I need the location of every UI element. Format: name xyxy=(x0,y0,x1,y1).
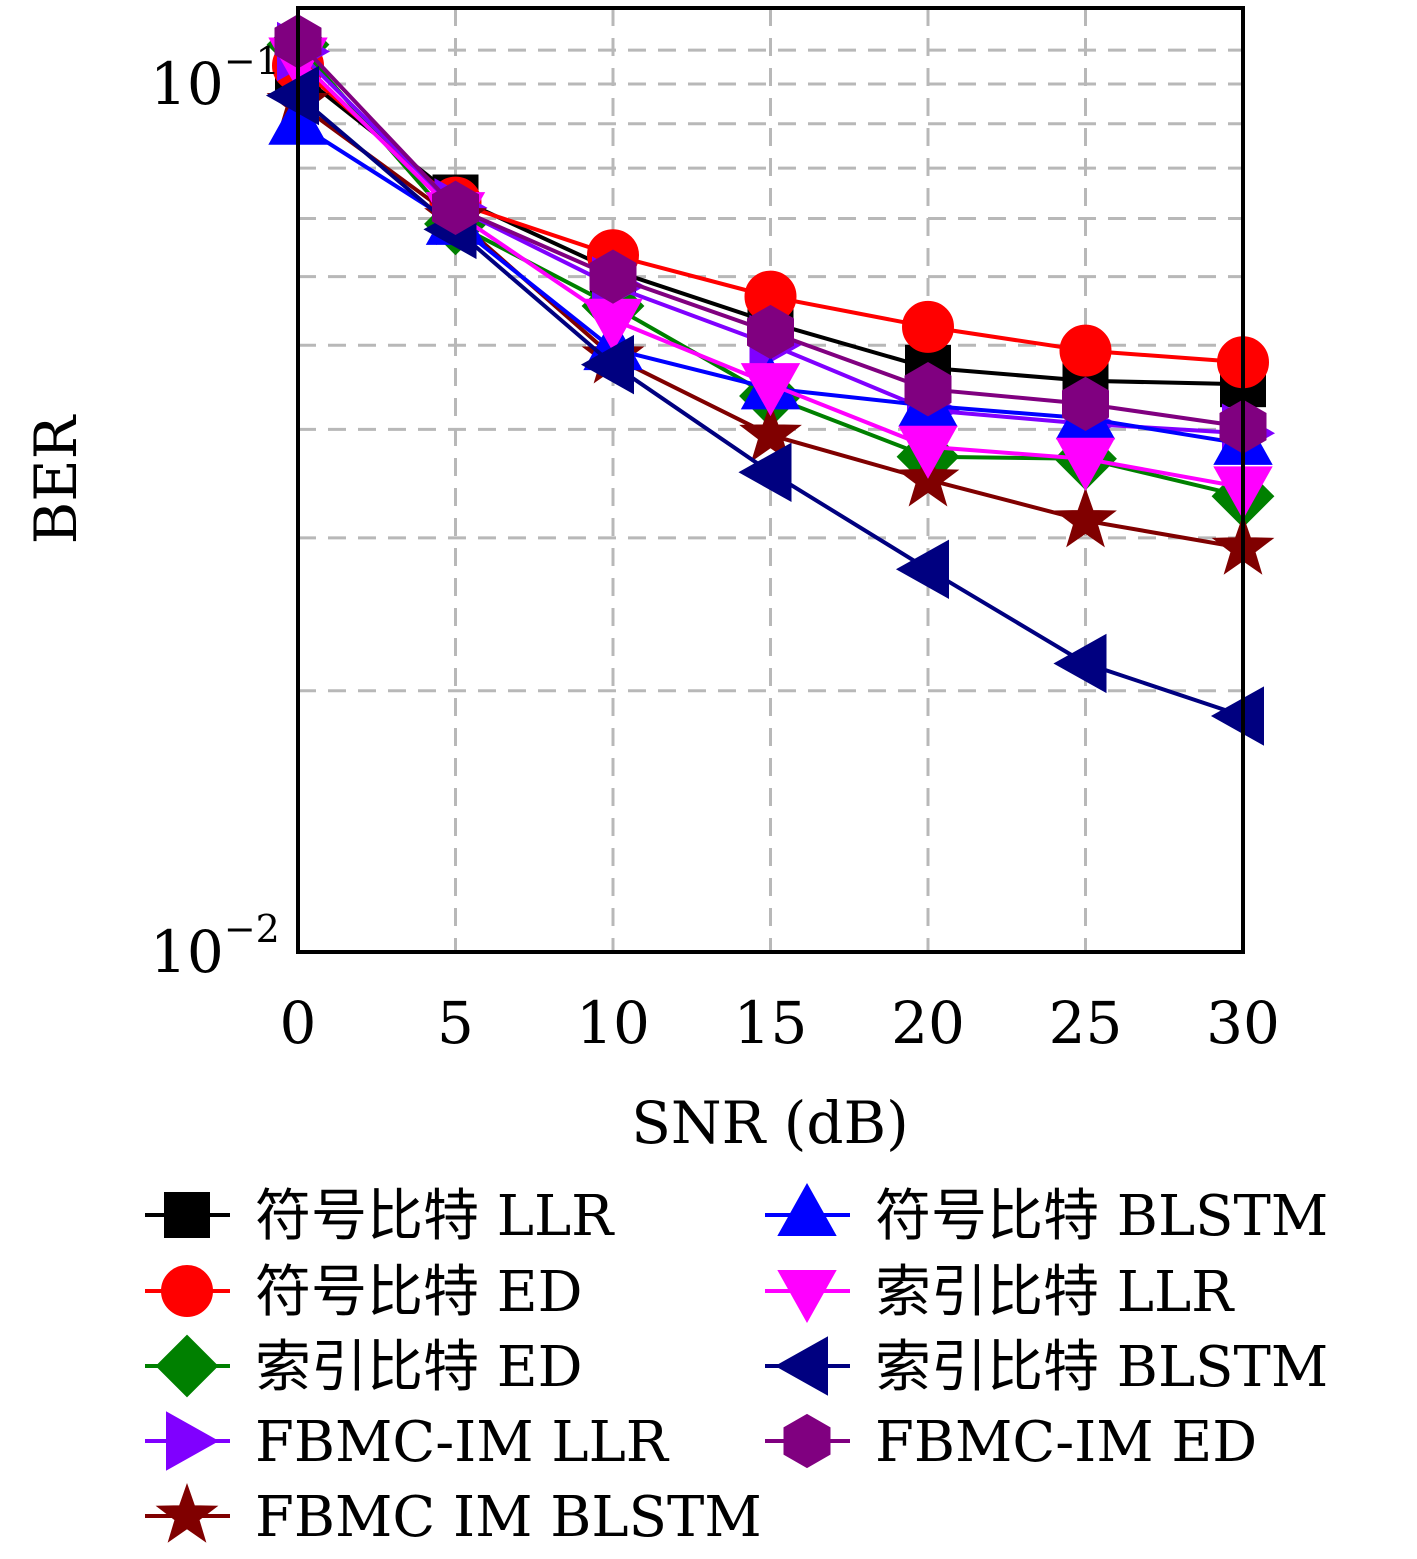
legend-label: FBMC-IM LLR xyxy=(255,1410,670,1475)
legend-item: 符号比特 BLSTM xyxy=(765,1182,1328,1249)
x-axis-label: SNR (dB) xyxy=(631,1089,909,1157)
data-point-hexagon xyxy=(747,304,794,360)
data-point-star xyxy=(1054,487,1117,548)
data-point-triangle-right xyxy=(166,1411,220,1471)
x-tick-label: 0 xyxy=(280,989,317,1057)
x-tick-label: 15 xyxy=(734,989,808,1057)
legend: 符号比特 LLR 符号比特 ED 索引比特 ED FBMC-IM LLR FBMC IM… xyxy=(145,1182,1328,1550)
x-tick-labels: 0 5 10 15 20 25 30 xyxy=(280,989,1280,1057)
legend-label: 符号比特 LLR xyxy=(255,1184,615,1249)
data-point-diamond xyxy=(155,1334,219,1398)
legend-item: 符号比特 LLR xyxy=(145,1184,615,1249)
legend-item: FBMC-IM LLR xyxy=(145,1410,670,1475)
data-point-triangle-left xyxy=(774,1336,828,1396)
x-tick-label: 10 xyxy=(576,989,650,1057)
x-tick-label: 5 xyxy=(437,989,474,1057)
x-tick-label: 25 xyxy=(1049,989,1123,1057)
y-tick-labels: 10−1 10−2 xyxy=(150,39,280,986)
data-point-star xyxy=(155,1482,219,1543)
series-2 xyxy=(266,13,1275,528)
y-axis-label: BER xyxy=(22,413,90,544)
data-point-triangle-down xyxy=(1055,437,1116,491)
legend-label: 索引比特 ED xyxy=(255,1335,583,1400)
x-tick-label: 20 xyxy=(891,989,965,1057)
legend-item: FBMC-IM ED xyxy=(765,1410,1257,1475)
x-tick-label: 30 xyxy=(1206,989,1280,1057)
data-point-triangle-down xyxy=(898,425,958,479)
legend-item: 索引比特 LLR xyxy=(765,1260,1235,1325)
legend-label: 符号比特 ED xyxy=(255,1260,583,1325)
legend-item: 索引比特 ED xyxy=(145,1334,583,1400)
legend-item: FBMC IM BLSTM xyxy=(145,1482,762,1550)
data-point-triangle-left xyxy=(738,442,792,502)
legend-label: FBMC IM BLSTM xyxy=(255,1485,762,1550)
legend-item: 索引比特 BLSTM xyxy=(765,1335,1328,1400)
data-point-circle xyxy=(161,1265,213,1317)
legend-label: FBMC-IM ED xyxy=(875,1410,1257,1475)
data-point-circle xyxy=(902,300,954,353)
legend-label: 符号比特 BLSTM xyxy=(875,1184,1328,1249)
legend-label: 索引比特 BLSTM xyxy=(875,1335,1328,1400)
data-point-star xyxy=(739,402,802,462)
data-point-hexagon xyxy=(589,249,637,304)
data-point-hexagon xyxy=(432,180,479,235)
y-tick-label: 10−1 xyxy=(150,39,280,118)
data-point-hexagon xyxy=(783,1413,831,1469)
data-point-triangle-down xyxy=(740,363,801,417)
data-point-triangle-left xyxy=(580,334,634,395)
plot-frame xyxy=(296,6,1245,954)
data-point-triangle-left xyxy=(1053,633,1107,694)
data-point-square xyxy=(164,1192,210,1238)
data-point-triangle-left xyxy=(895,539,949,599)
data-point-circle xyxy=(1059,324,1112,377)
data-point-hexagon xyxy=(904,362,952,417)
y-tick-label: 10−2 xyxy=(150,907,280,986)
legend-label: 索引比特 LLR xyxy=(875,1260,1235,1325)
data-point-triangle-left xyxy=(1210,686,1264,746)
data-point-hexagon xyxy=(1062,376,1109,432)
data-point-triangle-up xyxy=(777,1182,837,1236)
legend-item: 符号比特 ED xyxy=(145,1260,583,1325)
data-point-triangle-down xyxy=(777,1270,837,1324)
data-point-triangle-left xyxy=(265,65,319,126)
